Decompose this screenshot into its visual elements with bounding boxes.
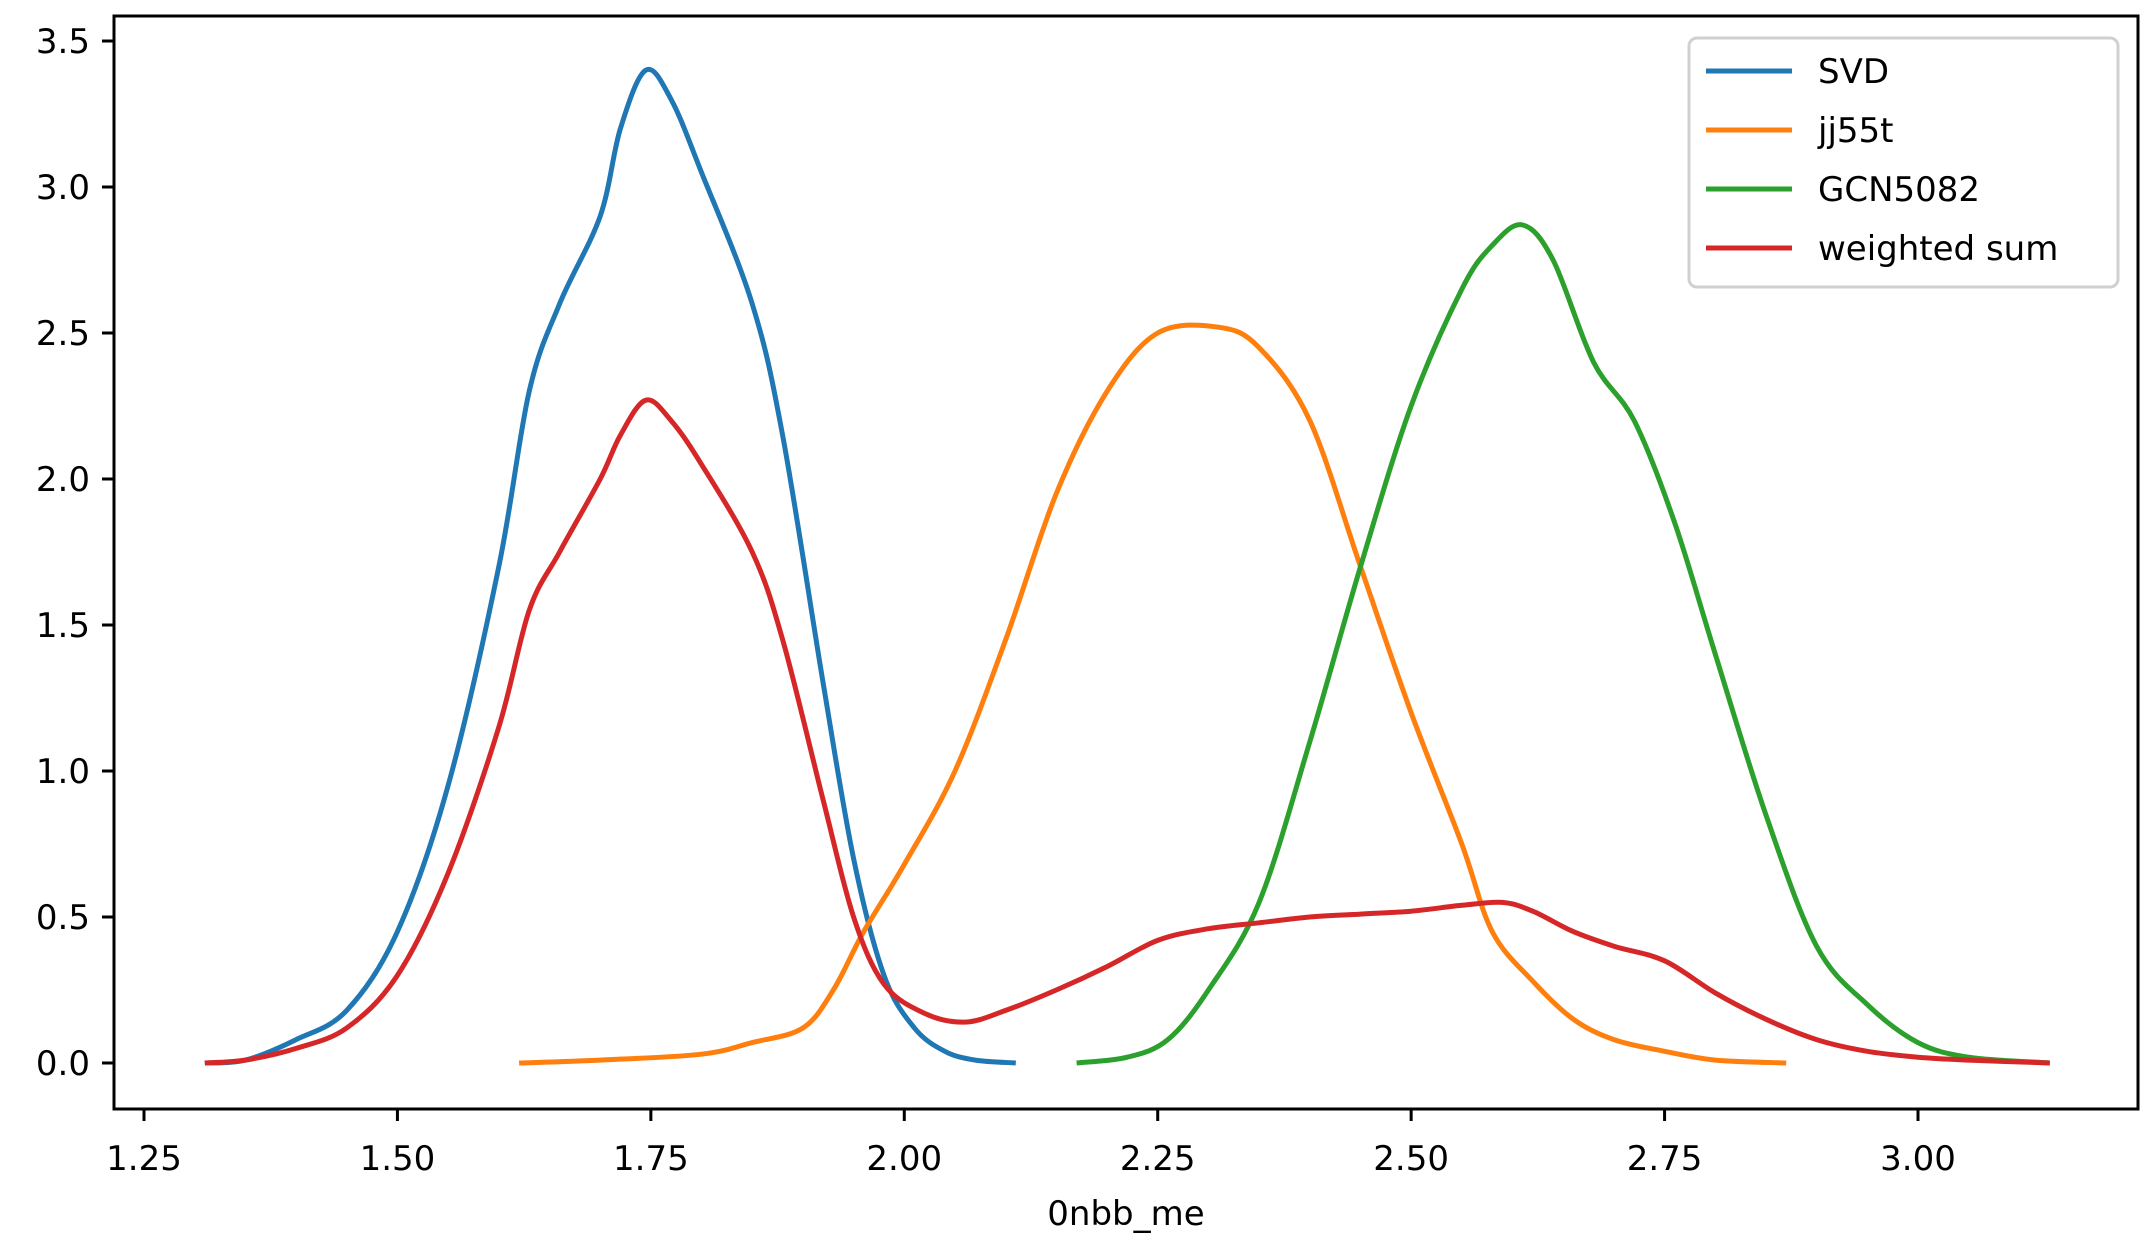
y-tick-label: 1.5 bbox=[36, 606, 90, 646]
x-tick-label: 3.00 bbox=[1880, 1139, 1956, 1179]
plot-lines bbox=[204, 66, 2050, 1066]
series-line-jj55t bbox=[519, 322, 1787, 1066]
series-line-svd bbox=[204, 66, 1016, 1066]
legend-label: GCN5082 bbox=[1818, 170, 1980, 210]
legend-item: jj55t bbox=[1706, 111, 1894, 151]
legend-item: SVD bbox=[1706, 52, 1889, 92]
x-tick-label: 2.50 bbox=[1373, 1139, 1449, 1179]
legend: SVD jj55t GCN5082 weighted sum bbox=[1687, 36, 2120, 289]
legend-label: SVD bbox=[1818, 52, 1889, 92]
y-tick-label: 3.0 bbox=[36, 168, 90, 208]
legend-box bbox=[1687, 36, 2120, 289]
x-tick-label: 2.75 bbox=[1627, 1139, 1703, 1179]
legend-label: weighted sum bbox=[1818, 229, 2058, 269]
legend-item: GCN5082 bbox=[1706, 170, 1980, 210]
x-tick-label: 1.50 bbox=[360, 1139, 436, 1179]
axes-frame bbox=[112, 14, 2140, 1111]
x-tick-label: 1.75 bbox=[613, 1139, 689, 1179]
legend-item: weighted sum bbox=[1706, 229, 2058, 269]
legend-label: jj55t bbox=[1817, 111, 1894, 151]
y-tick-label: 0.5 bbox=[36, 898, 90, 938]
series-line-gcn5082 bbox=[1076, 222, 2050, 1066]
x-tick-label: 2.00 bbox=[866, 1139, 942, 1179]
y-tick-label: 2.0 bbox=[36, 460, 90, 500]
y-tick-label: 0.0 bbox=[36, 1044, 90, 1084]
y-tick-label: 3.5 bbox=[36, 22, 90, 62]
x-axis-label: 0nbb_me bbox=[1047, 1194, 1204, 1234]
x-tick-label: 1.25 bbox=[106, 1139, 182, 1179]
x-tick-label: 2.25 bbox=[1120, 1139, 1196, 1179]
x-axis: 1.25 1.50 1.75 2.00 2.25 2.50 2.75 3.00 bbox=[106, 1109, 1956, 1179]
y-axis: 0.0 0.5 1.0 1.5 2.0 2.5 3.0 3.5 bbox=[36, 22, 114, 1084]
y-tick-label: 2.5 bbox=[36, 314, 90, 354]
y-tick-label: 1.0 bbox=[36, 752, 90, 792]
series-line-weighted-sum bbox=[204, 397, 2050, 1066]
